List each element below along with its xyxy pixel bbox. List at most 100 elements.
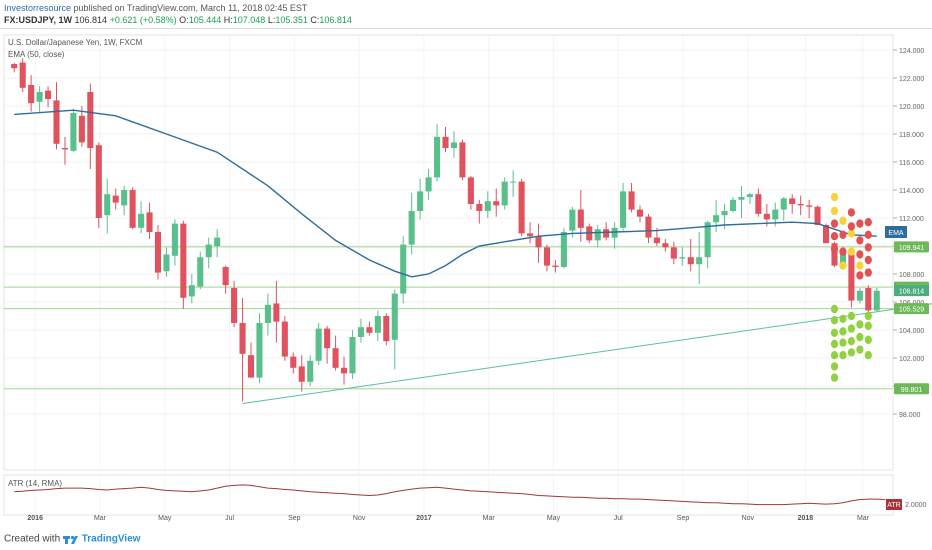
x-tick-label: 2017	[416, 515, 432, 522]
candle-up	[713, 215, 720, 223]
y-tick-label: 98.000	[899, 412, 921, 419]
yellow-signal-dot	[830, 206, 839, 216]
candle-up	[594, 229, 601, 241]
green-signal-dot	[839, 351, 847, 360]
red-signal-dot	[830, 232, 839, 241]
candle-up	[560, 232, 567, 267]
candle-up	[611, 227, 618, 238]
green-signal-dot	[856, 320, 864, 329]
candle-down	[831, 243, 838, 266]
candle-down	[628, 191, 635, 210]
candle-up	[679, 257, 686, 259]
candle-down	[19, 62, 26, 88]
candle-down	[552, 265, 559, 267]
candle-down	[332, 348, 339, 368]
atr-label: ATR (14, RMA)	[8, 479, 62, 488]
candle-down	[298, 366, 305, 382]
candle-down	[281, 321, 288, 357]
candle-up	[36, 92, 43, 102]
yellow-signal-dot	[839, 216, 847, 225]
x-tick-label: Jul	[614, 515, 623, 522]
yellow-signal-dot	[830, 192, 839, 202]
y-tick-label: 112.000	[899, 216, 924, 223]
quote-line: FX:USDJPY, 1W 106.814 +0.621 (+0.58%) O:…	[4, 15, 352, 25]
candle-up	[400, 244, 407, 294]
candle-down	[518, 181, 525, 234]
candle-up	[780, 198, 787, 210]
candle-up	[138, 213, 145, 228]
x-tick-label: May	[547, 515, 561, 522]
green-signal-dot	[830, 328, 839, 337]
x-tick-label: May	[158, 515, 172, 522]
candle-down	[670, 247, 677, 259]
green-signal-dot	[864, 311, 872, 321]
candle-down	[806, 205, 813, 207]
candle-down	[61, 148, 69, 150]
header-separator	[0, 28, 932, 29]
symbol: FX:USDJPY, 1W	[4, 15, 73, 25]
candle-up	[856, 290, 863, 301]
low-value: 105.351	[275, 15, 308, 25]
y-tick-label: 118.000	[899, 132, 924, 139]
tradingview-brand[interactable]: TradingView	[81, 533, 141, 545]
publisher-link[interactable]: Investorresource	[4, 3, 72, 13]
red-signal-dot	[856, 250, 864, 259]
atr-tag: ATR	[887, 502, 900, 509]
candle-down	[755, 194, 762, 214]
green-signal-dot	[839, 327, 847, 336]
green-signal-dot	[847, 311, 856, 321]
candle-down	[95, 145, 102, 218]
green-signal-dot	[856, 332, 864, 342]
candle-up	[264, 304, 271, 323]
price-label-bg	[894, 241, 929, 253]
candle-up	[746, 194, 753, 197]
candle-up	[696, 257, 703, 265]
candle-up	[307, 360, 314, 382]
low-label: L:	[267, 15, 276, 25]
red-signal-dot	[856, 271, 864, 280]
candle-down	[543, 247, 551, 266]
candle-up	[620, 191, 627, 228]
candle-up	[315, 328, 322, 361]
y-tick-label: 120.000	[899, 104, 924, 111]
candle-down	[383, 316, 390, 342]
red-signal-dot	[864, 255, 872, 265]
candle-up	[171, 223, 178, 256]
price-label-bg	[894, 303, 929, 315]
candle-up	[738, 197, 745, 200]
candle-up	[104, 194, 111, 216]
red-signal-dot	[864, 243, 872, 252]
candle-down	[459, 142, 466, 178]
candle-down	[636, 209, 644, 217]
x-tick-label: Sep	[288, 515, 301, 522]
candle-up	[433, 136, 441, 178]
candle-down	[645, 216, 652, 238]
green-signal-dot	[864, 321, 872, 330]
candle-up	[721, 211, 728, 216]
ema-tag: EMA	[888, 230, 904, 237]
candle-up	[374, 316, 381, 333]
green-signal-dot	[830, 351, 839, 360]
green-signal-dot	[830, 339, 839, 349]
red-signal-dot	[839, 230, 847, 239]
green-signal-dot	[847, 348, 856, 357]
yellow-signal-dot	[847, 229, 856, 238]
close-value: 106.814	[319, 15, 352, 25]
candle-down	[87, 92, 94, 148]
price-label-bg	[894, 285, 929, 297]
candle-down	[789, 198, 796, 204]
green-signal-dot	[847, 337, 856, 346]
price-pane-frame	[3, 34, 894, 471]
red-signal-dot	[830, 219, 839, 228]
candle-up	[729, 199, 737, 211]
y-tick-label: 102.000	[899, 356, 924, 363]
candle-up	[873, 290, 880, 311]
candle-down	[28, 85, 35, 104]
candle-down	[577, 209, 584, 228]
candle-up	[121, 190, 128, 206]
trendline	[242, 303, 932, 404]
candle-down	[340, 367, 348, 374]
x-tick-label: 2016	[27, 515, 43, 522]
last-price: 106.814	[74, 15, 108, 25]
